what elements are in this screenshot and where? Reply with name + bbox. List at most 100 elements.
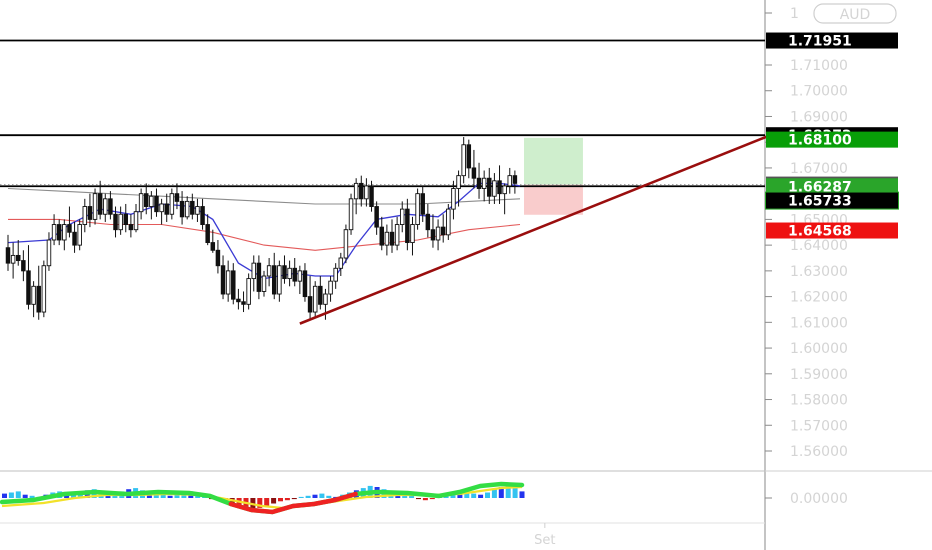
candle bbox=[405, 198, 410, 251]
candle bbox=[440, 214, 446, 243]
resistance-upper-tag-box bbox=[766, 32, 898, 49]
price-tick-label: 1.56000 bbox=[790, 444, 848, 460]
candle-body-down bbox=[220, 265, 226, 295]
histogram-bar bbox=[153, 493, 159, 498]
stop-loss-tag-box bbox=[766, 222, 898, 239]
candle bbox=[236, 288, 241, 310]
candle-body-up bbox=[184, 200, 190, 218]
price-tick-label: 1.67000 bbox=[790, 161, 848, 177]
candle-body-down bbox=[67, 224, 72, 233]
resistance-upper-tag: 1.71951 bbox=[766, 32, 898, 50]
candle bbox=[103, 193, 108, 222]
candle bbox=[5, 234, 11, 271]
osc-tick-label: 0.00000 bbox=[790, 491, 848, 507]
candle-body-down bbox=[497, 180, 502, 195]
candle-body-down bbox=[236, 298, 241, 303]
histogram-bar bbox=[519, 491, 525, 498]
candle bbox=[159, 198, 164, 225]
candle bbox=[15, 239, 21, 266]
candle-body-down bbox=[143, 193, 149, 207]
candle-body-down bbox=[190, 200, 195, 215]
candle-body-down bbox=[56, 224, 62, 241]
candle bbox=[266, 258, 272, 287]
horizontal-lines-layer[interactable] bbox=[0, 39, 765, 188]
price-axis[interactable]: 1.710001.700001.690001.680001.670001.660… bbox=[765, 3, 897, 507]
candle bbox=[205, 214, 210, 246]
candle bbox=[461, 137, 466, 184]
candle bbox=[333, 263, 338, 289]
candle-body-down bbox=[128, 224, 134, 231]
profit-zone[interactable] bbox=[524, 137, 583, 185]
candle bbox=[307, 276, 313, 320]
candle-body-down bbox=[97, 193, 103, 215]
price-tick-label: 1.57000 bbox=[790, 418, 848, 434]
candle-body-down bbox=[369, 185, 374, 207]
candle-body-down bbox=[21, 260, 26, 272]
trendline-layer[interactable] bbox=[299, 131, 777, 325]
candle-body-up bbox=[159, 203, 164, 213]
candle-body-down bbox=[87, 206, 93, 220]
candle bbox=[200, 198, 205, 230]
candle bbox=[451, 180, 456, 220]
candle bbox=[512, 170, 518, 194]
support-tag-label: 1.65733 bbox=[788, 194, 852, 210]
candle-body-down bbox=[5, 247, 11, 264]
histogram-bar bbox=[29, 495, 35, 498]
candle-body-down bbox=[282, 265, 287, 280]
loss-zone[interactable] bbox=[524, 184, 583, 215]
candle bbox=[128, 214, 134, 238]
currency-badge[interactable] bbox=[813, 3, 897, 24]
candle bbox=[359, 175, 364, 207]
candle bbox=[149, 191, 154, 220]
candle bbox=[108, 191, 113, 220]
candle bbox=[328, 276, 333, 302]
candle-body-down bbox=[440, 226, 446, 236]
candle bbox=[502, 183, 507, 215]
candle-body-up bbox=[461, 144, 466, 177]
candle-body-up bbox=[456, 175, 461, 189]
time-axis[interactable]: SetNov bbox=[534, 523, 932, 548]
candle bbox=[113, 206, 118, 238]
histogram-bar bbox=[478, 494, 484, 498]
candle bbox=[466, 139, 472, 179]
take-profit-tag-label: 1.68100 bbox=[788, 133, 852, 149]
candle bbox=[77, 219, 82, 251]
histogram-bar bbox=[505, 485, 511, 498]
price-tick-label: 1.62000 bbox=[790, 290, 848, 306]
histogram-bar bbox=[326, 495, 332, 498]
candle-body-up bbox=[41, 265, 47, 313]
candle bbox=[195, 198, 200, 222]
candle bbox=[123, 203, 129, 233]
candle bbox=[51, 214, 57, 246]
candle-body-up bbox=[138, 193, 144, 213]
candle bbox=[456, 170, 461, 207]
candle-body-up bbox=[92, 193, 98, 220]
price-tick-label: 1.58000 bbox=[790, 393, 848, 409]
histogram-bar bbox=[512, 488, 518, 498]
candle-body-up bbox=[399, 208, 405, 225]
candle-body-up bbox=[312, 285, 318, 313]
time-tick-label: Set bbox=[534, 533, 555, 548]
candle-body-up bbox=[394, 224, 400, 246]
candle bbox=[271, 252, 277, 300]
histogram-bar bbox=[498, 487, 504, 498]
histogram-bar bbox=[8, 492, 14, 498]
candle bbox=[164, 193, 169, 222]
candle-body-down bbox=[302, 270, 308, 298]
candle bbox=[384, 224, 390, 256]
histogram-bar bbox=[429, 498, 435, 500]
candle bbox=[56, 219, 62, 246]
candle-body-up bbox=[149, 195, 154, 207]
candle bbox=[389, 219, 395, 253]
support-tag-box bbox=[766, 192, 898, 209]
candle-body-up bbox=[502, 185, 507, 195]
candle-body-up bbox=[507, 175, 513, 187]
trendline[interactable] bbox=[299, 131, 777, 325]
candle bbox=[399, 201, 405, 233]
candle-body-down bbox=[113, 213, 118, 231]
histogram-bar bbox=[305, 495, 311, 498]
position-tool[interactable] bbox=[524, 137, 583, 215]
candle bbox=[251, 255, 257, 292]
candle bbox=[261, 270, 267, 297]
candle-body-up bbox=[195, 206, 200, 215]
